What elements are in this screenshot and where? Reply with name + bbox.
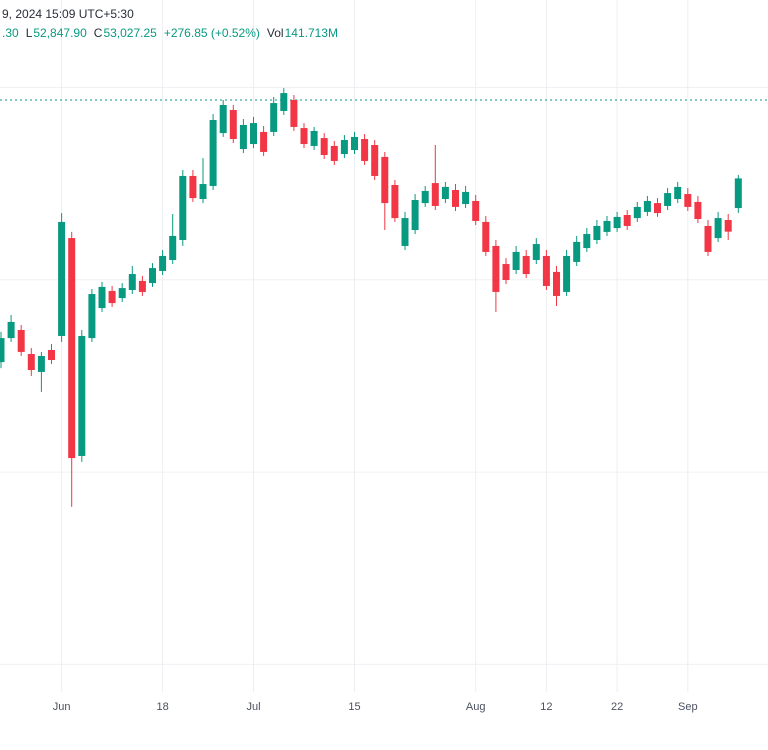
candle-body — [7, 321, 15, 339]
candle-body — [694, 201, 702, 220]
candle-body — [310, 130, 318, 146]
candle-body — [401, 218, 409, 246]
legend-volume: Vol 141.713M — [267, 26, 338, 40]
candle-body — [452, 190, 459, 207]
candle-body — [219, 105, 227, 134]
candle-body — [98, 286, 106, 309]
low-value: 52,847.90 — [33, 26, 87, 40]
candle-body — [472, 200, 480, 221]
volume-value: 141.713M — [284, 26, 338, 40]
candle-body — [78, 335, 86, 456]
candle-body — [351, 136, 358, 150]
candle-body — [492, 245, 500, 292]
candle-body — [512, 251, 520, 270]
candle-body — [199, 184, 207, 200]
candle-body — [391, 185, 399, 219]
candle-body — [260, 131, 268, 152]
candle-body — [664, 193, 672, 206]
candle-body — [340, 140, 348, 155]
candle-body — [169, 235, 177, 260]
candle-body — [250, 123, 257, 145]
candle-body — [542, 255, 550, 286]
candle-body — [88, 294, 96, 339]
candle-body — [421, 190, 429, 204]
legend-datetime: 9, 2024 15:09 UTC+5:30 — [2, 7, 134, 21]
candle-body — [0, 338, 5, 363]
volume-label: Vol — [266, 26, 284, 40]
candle-body — [27, 354, 35, 370]
candle-body — [37, 355, 45, 372]
close-label: C — [93, 26, 103, 40]
candle-body — [563, 255, 571, 292]
legend-high-partial: .30 — [2, 26, 19, 40]
candle-body — [573, 241, 581, 262]
candle-body — [643, 200, 651, 212]
candle-body — [583, 234, 591, 249]
candle-body — [290, 100, 298, 127]
candle-body — [502, 264, 510, 280]
candle-body — [68, 238, 76, 459]
legend-low: L 52,847.90 — [26, 26, 87, 40]
candle-body — [300, 128, 308, 145]
candle-body — [603, 220, 611, 232]
candle-body — [704, 225, 712, 252]
candle-body — [58, 221, 66, 336]
candle-body — [532, 244, 540, 260]
candle-body — [431, 183, 439, 206]
candle-body — [684, 194, 692, 207]
legend-ohlc: .30 L 52,847.90 C 53,027.25 +276.85 (+0.… — [2, 26, 338, 40]
candle-body — [654, 203, 661, 214]
candle-body — [674, 186, 682, 200]
legend-change: +276.85 (+0.52%) — [164, 26, 260, 40]
candle-body — [613, 216, 621, 229]
candle-body — [149, 268, 156, 284]
candle-body — [441, 186, 449, 200]
candle-body — [462, 191, 470, 205]
candle-body — [381, 156, 389, 204]
candle-body — [714, 218, 722, 239]
legend-close: C 53,027.25 — [94, 26, 157, 40]
low-label: L — [25, 26, 33, 40]
high-value-partial: .30 — [2, 26, 19, 40]
candle-body — [48, 350, 55, 360]
candle-body — [724, 220, 732, 232]
candle-body — [411, 200, 419, 230]
candle-body — [270, 103, 278, 132]
candle-body — [179, 175, 187, 240]
candle-body — [522, 255, 530, 275]
candle-body — [128, 274, 136, 290]
candle-body — [734, 178, 742, 209]
candle-body — [138, 280, 146, 292]
candle-body — [623, 215, 631, 226]
close-value: 53,027.25 — [103, 26, 157, 40]
candle-body — [633, 206, 641, 219]
candle-body — [159, 255, 167, 271]
candle-body — [108, 290, 116, 304]
candle-body — [330, 145, 338, 161]
candle-body — [229, 110, 237, 140]
candle-body — [17, 330, 25, 352]
candle-body — [239, 125, 247, 150]
candle-body — [482, 221, 490, 252]
candle-body — [320, 138, 328, 155]
change-value: +276.85 (+0.52%) — [163, 26, 260, 40]
candle-body — [361, 139, 369, 161]
candle-body — [593, 225, 601, 240]
candle-body — [280, 93, 288, 111]
candle-body — [209, 120, 217, 186]
candle-body — [553, 271, 560, 296]
candle-body — [189, 175, 197, 199]
candle-body — [371, 145, 379, 176]
candle-body — [118, 288, 126, 299]
